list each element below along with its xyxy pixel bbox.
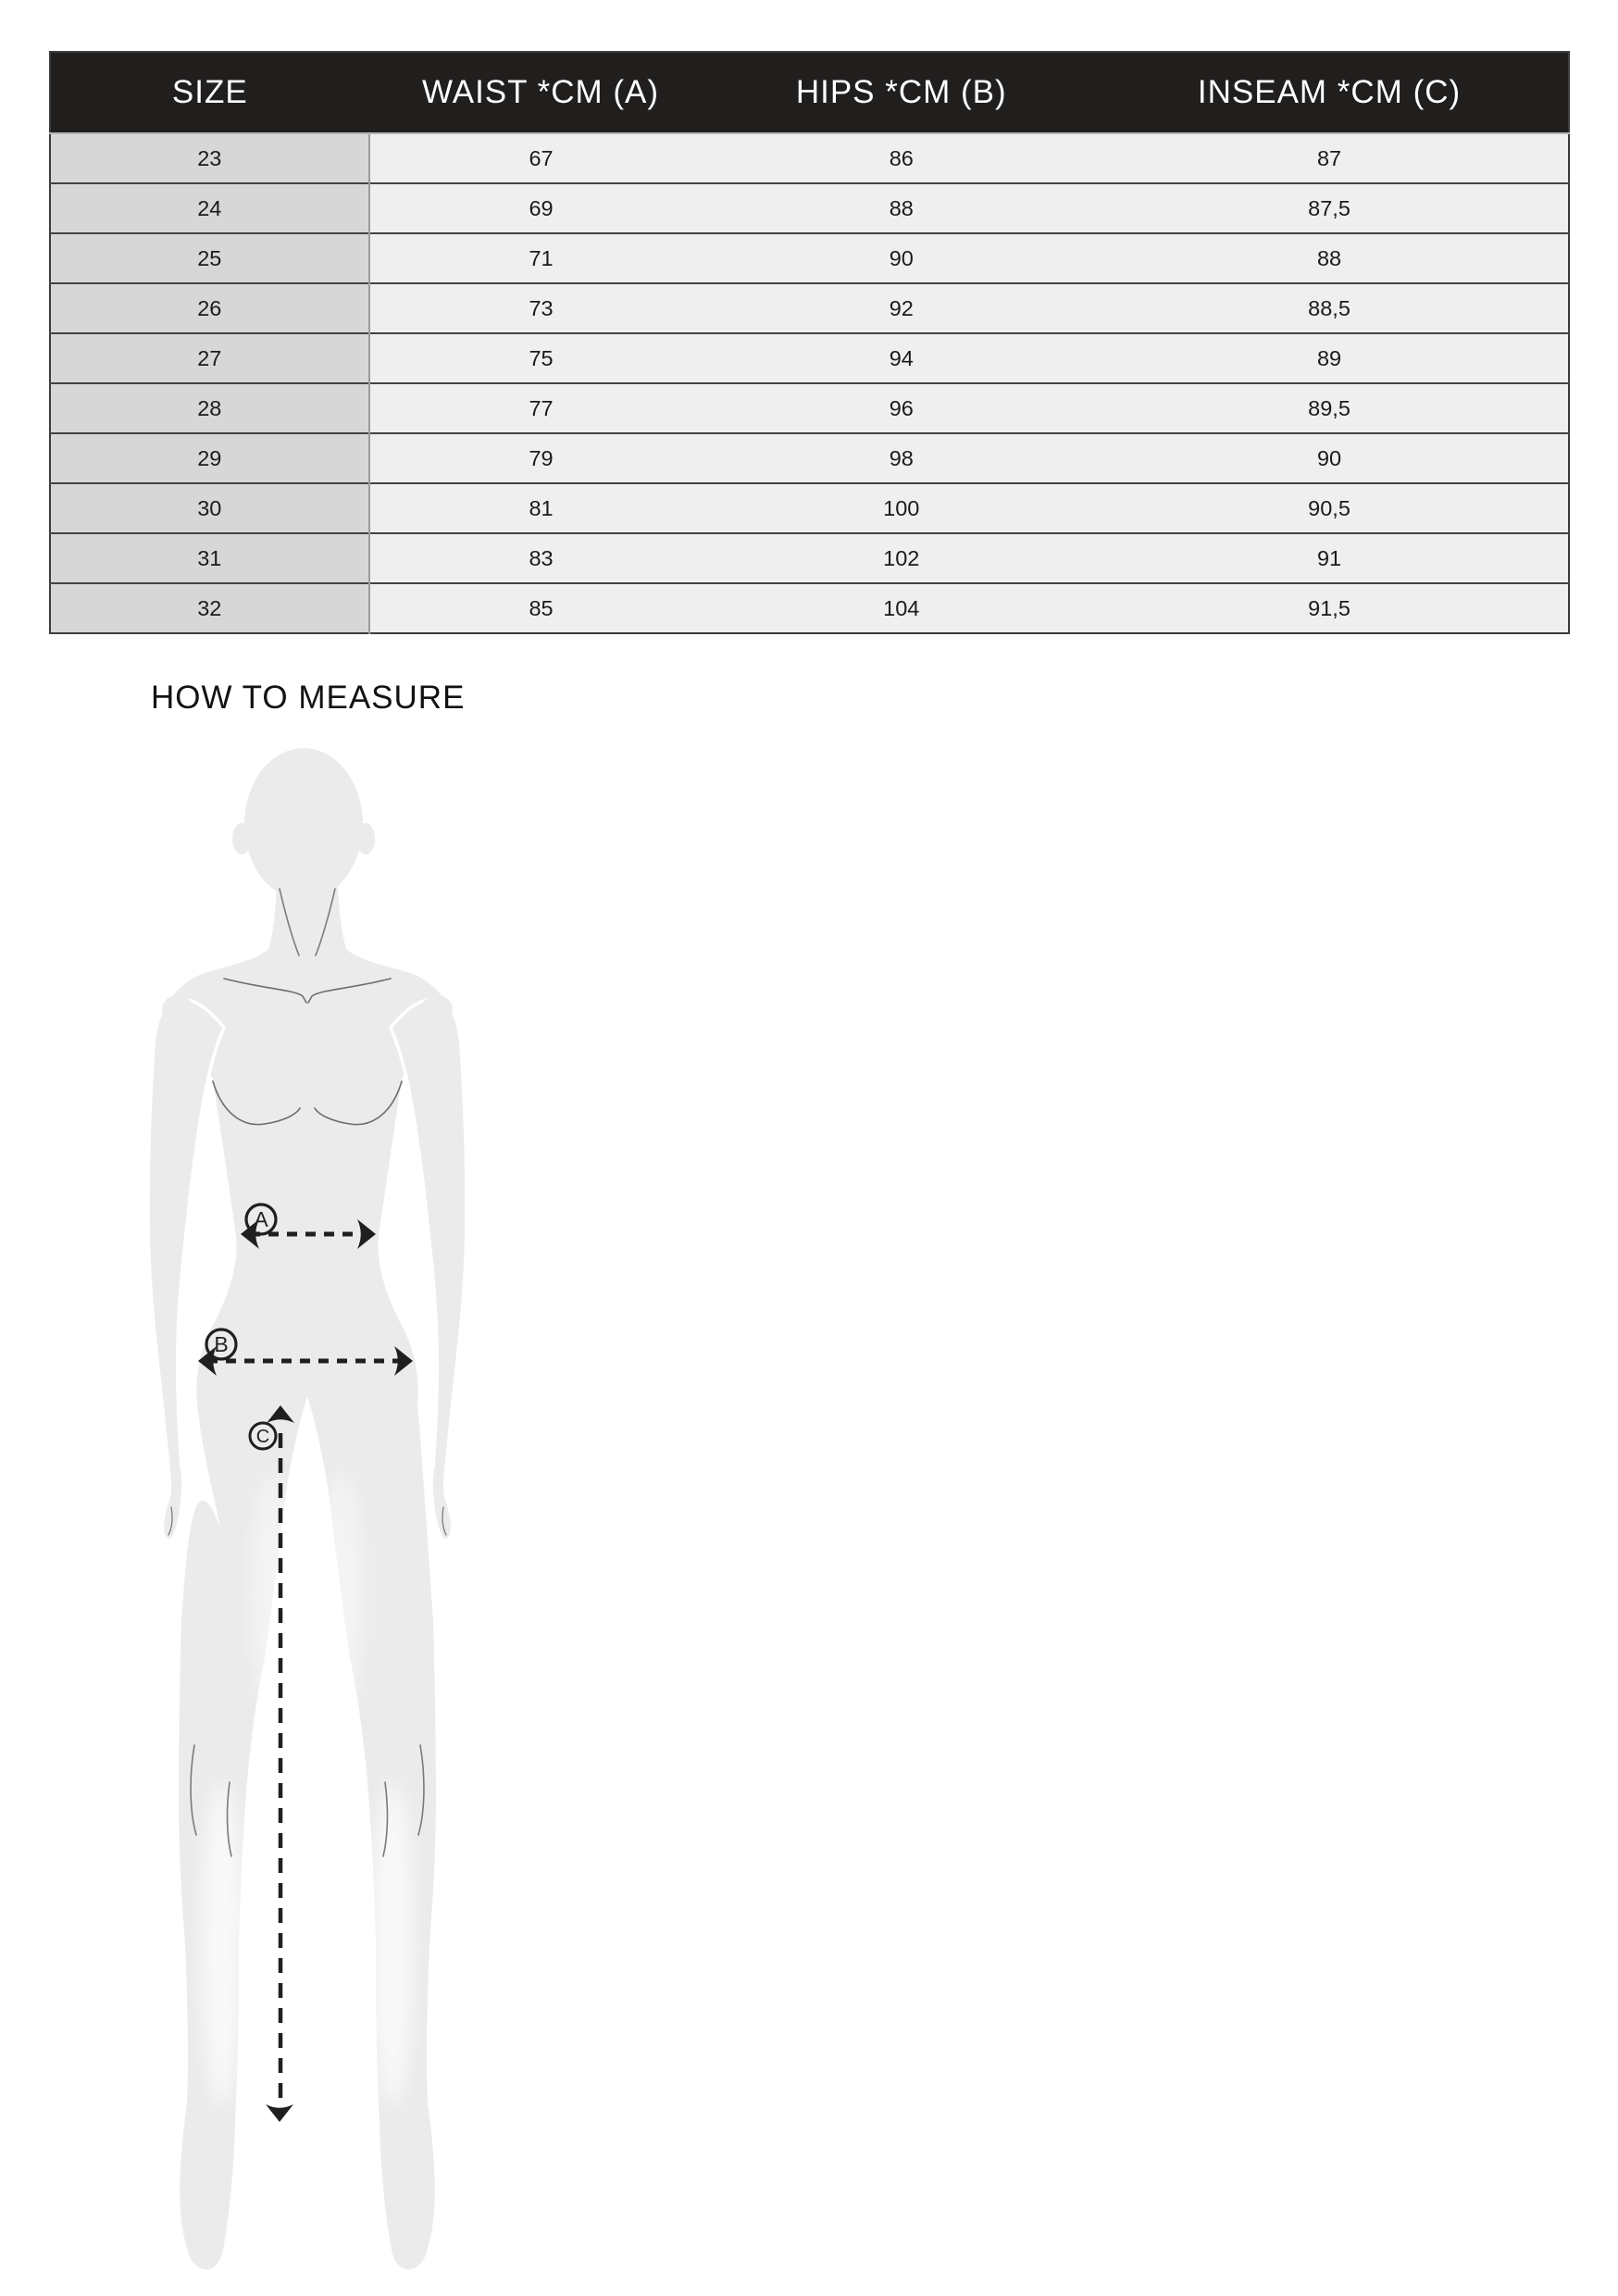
- size-table-section: SIZE WAIST *CM (A) HIPS *CM (B) INSEAM *…: [49, 51, 1570, 634]
- table-row: 26 73 92 88,5: [50, 282, 1569, 333]
- head: [244, 748, 363, 900]
- measurement-figure: A B C: [146, 748, 468, 2270]
- inseam-measure-annotation: C: [248, 1405, 294, 2122]
- size-table-header-row: SIZE WAIST *CM (A) HIPS *CM (B) INSEAM *…: [50, 52, 1569, 134]
- cell-hips: 88: [712, 182, 1091, 233]
- col-header-hips: HIPS *CM (B): [712, 52, 1091, 134]
- figure-detail-lines: [168, 888, 447, 1857]
- cell-size: 27: [50, 332, 370, 383]
- col-header-inseam: INSEAM *CM (C): [1090, 52, 1569, 134]
- cell-waist: 69: [368, 182, 713, 233]
- left-arm: [146, 997, 227, 1542]
- cell-hips: 86: [712, 132, 1091, 183]
- cell-inseam: 89,5: [1090, 382, 1569, 433]
- cell-size: 32: [50, 582, 370, 633]
- arrow-right-icon: [357, 1219, 376, 1249]
- cell-waist: 67: [368, 132, 713, 183]
- cell-hips: 90: [712, 232, 1091, 283]
- marker-c-circle: [248, 1421, 278, 1451]
- cell-hips: 100: [712, 482, 1091, 533]
- table-row: 27 75 94 89: [50, 332, 1569, 383]
- waist-measure-annotation: A: [241, 1203, 376, 1249]
- cell-size: 28: [50, 382, 370, 433]
- table-row: 23 67 86 87: [50, 132, 1569, 183]
- cell-size: 30: [50, 482, 370, 533]
- table-row: 25 71 90 88: [50, 232, 1569, 283]
- arrow-left-icon: [198, 1346, 217, 1376]
- marker-a-circle: [244, 1203, 278, 1236]
- marker-c-label: C: [256, 1427, 269, 1447]
- arrow-left-icon: [241, 1219, 259, 1249]
- cell-waist: 81: [368, 482, 713, 533]
- marker-a-label: A: [254, 1207, 268, 1231]
- cell-hips: 98: [712, 432, 1091, 483]
- table-row: 30 81 100 90,5: [50, 482, 1569, 533]
- table-row: 31 83 102 91: [50, 532, 1569, 583]
- cell-inseam: 90,5: [1090, 482, 1569, 533]
- cell-inseam: 91,5: [1090, 582, 1569, 633]
- cell-size: 25: [50, 232, 370, 283]
- hips-measure-annotation: B: [198, 1328, 413, 1376]
- table-row: 28 77 96 89,5: [50, 382, 1569, 433]
- size-table: SIZE WAIST *CM (A) HIPS *CM (B) INSEAM *…: [49, 51, 1570, 634]
- cell-inseam: 87: [1090, 132, 1569, 183]
- cell-waist: 73: [368, 282, 713, 333]
- cell-hips: 94: [712, 332, 1091, 383]
- cell-hips: 92: [712, 282, 1091, 333]
- cell-hips: 102: [712, 532, 1091, 583]
- col-header-waist: WAIST *CM (A): [368, 52, 713, 134]
- right-arm: [388, 997, 468, 1542]
- how-to-measure-title: HOW TO MEASURE: [151, 680, 466, 716]
- cell-size: 26: [50, 282, 370, 333]
- table-row: 32 85 104 91,5: [50, 582, 1569, 633]
- cell-size: 31: [50, 532, 370, 583]
- cell-inseam: 90: [1090, 432, 1569, 483]
- cell-inseam: 89: [1090, 332, 1569, 383]
- cell-waist: 83: [368, 532, 713, 583]
- marker-b-circle: [205, 1328, 238, 1361]
- cell-inseam: 91: [1090, 532, 1569, 583]
- cell-inseam: 88,5: [1090, 282, 1569, 333]
- cell-waist: 75: [368, 332, 713, 383]
- cell-waist: 77: [368, 382, 713, 433]
- left-ear: [232, 823, 251, 855]
- arrow-up-icon: [267, 1405, 294, 1423]
- cell-waist: 85: [368, 582, 713, 633]
- cell-hips: 96: [712, 382, 1091, 433]
- cell-size: 24: [50, 182, 370, 233]
- table-row: 29 79 98 90: [50, 432, 1569, 483]
- arrow-down-icon: [266, 2104, 293, 2122]
- right-ear: [356, 823, 375, 855]
- cell-hips: 104: [712, 582, 1091, 633]
- cell-waist: 71: [368, 232, 713, 283]
- marker-b-label: B: [214, 1332, 228, 1356]
- col-header-size: SIZE: [50, 52, 369, 134]
- table-row: 24 69 88 87,5: [50, 182, 1569, 233]
- cell-inseam: 88: [1090, 232, 1569, 283]
- body-silhouette: [146, 748, 468, 2270]
- cell-inseam: 87,5: [1090, 182, 1569, 233]
- cell-size: 29: [50, 432, 370, 483]
- cell-waist: 79: [368, 432, 713, 483]
- arrow-right-icon: [394, 1346, 413, 1376]
- cell-size: 23: [50, 132, 370, 183]
